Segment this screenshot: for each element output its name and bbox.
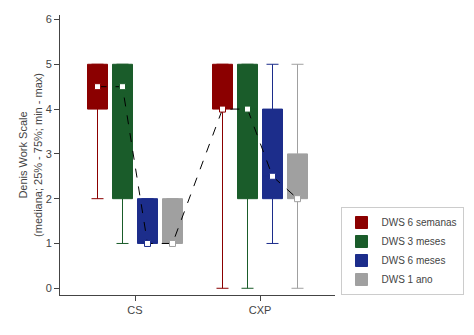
- svg-text:1: 1: [46, 237, 52, 249]
- svg-text:CS: CS: [127, 304, 142, 316]
- svg-text:6: 6: [46, 13, 52, 25]
- svg-text:DWS 6 semanas: DWS 6 semanas: [382, 217, 457, 228]
- svg-text:DWS 1 ano: DWS 1 ano: [382, 274, 434, 285]
- svg-text:3: 3: [46, 148, 52, 160]
- svg-text:Denis Work Scale(mediana; 25%: Denis Work Scale(mediana; 25% - 75%; min…: [17, 73, 43, 237]
- svg-text:CXP: CXP: [249, 304, 272, 316]
- svg-text:DWS 3 meses: DWS 3 meses: [382, 236, 446, 247]
- svg-text:DWS 6 meses: DWS 6 meses: [382, 255, 446, 266]
- svg-text:4: 4: [46, 103, 52, 115]
- svg-text:5: 5: [46, 58, 52, 70]
- svg-text:2: 2: [46, 193, 52, 205]
- svg-text:0: 0: [46, 282, 52, 294]
